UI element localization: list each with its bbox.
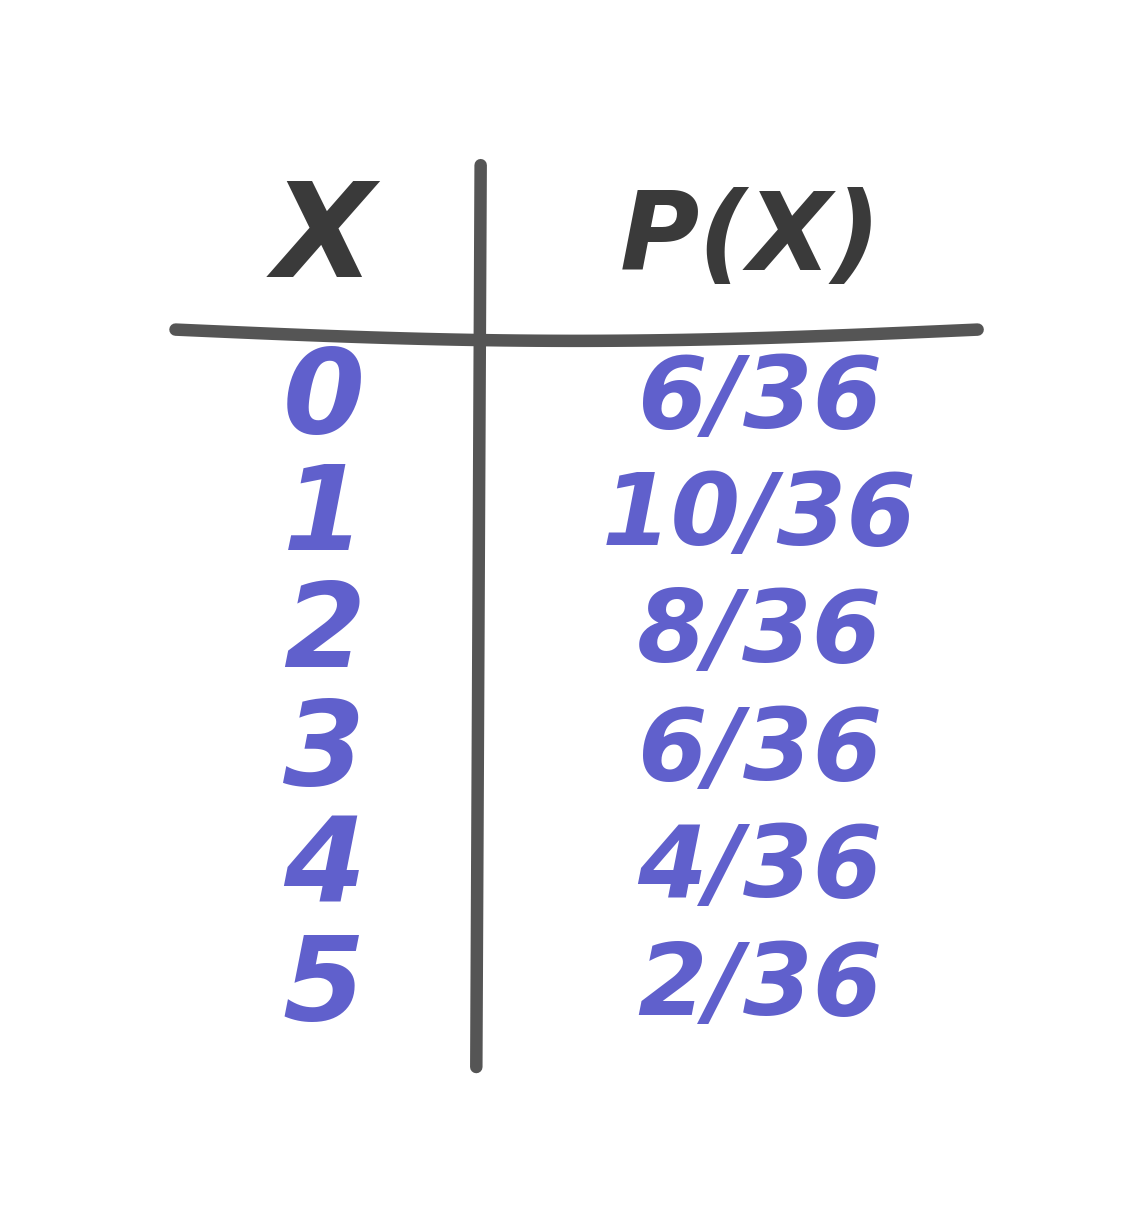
Text: 6/36: 6/36: [637, 351, 882, 449]
Text: 3: 3: [282, 695, 364, 810]
Text: 2: 2: [282, 577, 364, 693]
Text: 4: 4: [282, 813, 364, 927]
Text: 4/36: 4/36: [637, 821, 882, 919]
Text: 5: 5: [282, 930, 364, 1044]
Text: P(X): P(X): [620, 188, 882, 293]
Text: X: X: [273, 177, 375, 304]
Text: 10/36: 10/36: [602, 468, 917, 566]
Text: 2/36: 2/36: [637, 938, 882, 1036]
Text: 0: 0: [282, 343, 364, 458]
Text: 6/36: 6/36: [637, 704, 882, 800]
Text: 1: 1: [282, 460, 364, 575]
Text: 8/36: 8/36: [637, 587, 882, 683]
